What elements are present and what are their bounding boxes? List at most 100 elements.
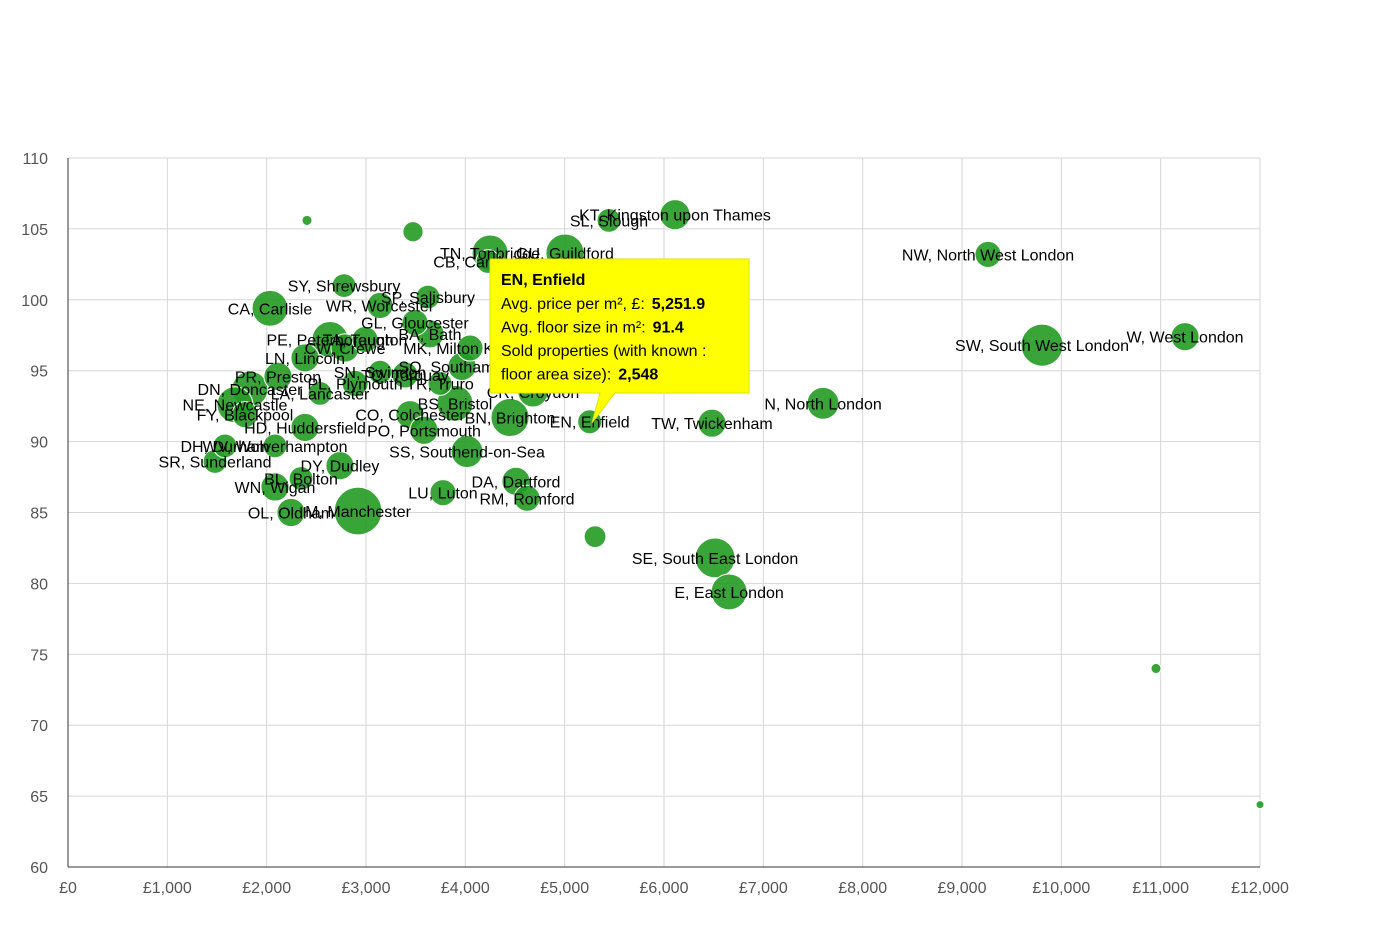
tooltip-value: 5,251.9 — [652, 296, 705, 313]
x-tick-label: £5,000 — [540, 880, 589, 897]
bubble — [806, 386, 840, 420]
y-tick-label: 110 — [22, 151, 48, 168]
bubble — [427, 371, 453, 396]
x-tick-label: £10,000 — [1032, 880, 1090, 897]
bubble — [325, 451, 355, 481]
y-tick-label: 100 — [21, 293, 48, 310]
bubble — [212, 433, 238, 459]
bubble — [351, 325, 379, 354]
tooltip: EN, Enfield Avg. price per m², £: 5,251.9 A… — [489, 258, 750, 424]
bubble-label: CO, Colchester — [355, 408, 465, 425]
bubble-label: GL, Gloucester — [361, 315, 469, 332]
bubble — [456, 334, 484, 362]
bubble — [450, 435, 484, 468]
bubble-label: DH, Durham — [180, 439, 269, 456]
bubble-label: SR, Sunderland — [159, 454, 272, 471]
tooltip-value: 91.4 — [653, 320, 684, 337]
bubble — [290, 343, 320, 373]
bubble — [331, 273, 357, 299]
bubble-label: LN, Lincoln — [265, 351, 345, 368]
bubble — [694, 537, 736, 579]
bubble-label: BL, Bolton — [264, 471, 338, 488]
bubble-label: FY, Blackpool — [197, 408, 294, 425]
x-tick-label: £7,000 — [739, 880, 788, 897]
x-tick-label: £3,000 — [342, 880, 391, 897]
bubble — [697, 408, 727, 438]
bubble — [513, 484, 541, 512]
bubble — [251, 289, 289, 327]
bubble-label: HD, Huddersfield — [244, 420, 366, 437]
bubble — [333, 486, 383, 536]
tooltip-label: Avg. price per m², £: — [501, 296, 645, 313]
bubble — [1170, 322, 1200, 352]
tooltip-label: Sold properties (with known : — [501, 343, 706, 360]
bubble — [263, 361, 293, 391]
bubble — [260, 472, 290, 502]
bubble — [341, 369, 369, 397]
bubble-label: NW, North West London — [902, 247, 1074, 264]
bubble — [401, 308, 429, 337]
bubble-label: SN, Swindon — [334, 365, 427, 382]
bubble-label: N, North London — [764, 396, 881, 413]
bubble-label: LA, Lancaster — [271, 386, 370, 403]
bubble-label: TQ, Torquay — [361, 368, 449, 385]
bubble — [583, 525, 607, 549]
bubble — [710, 573, 748, 611]
bubble-label: PE, Peterborough — [266, 333, 393, 350]
bubble — [366, 291, 394, 320]
tooltip-box — [489, 258, 750, 424]
bubble-label: BS, Bristol — [418, 396, 493, 413]
bubble-label: KT, Kingston upon Thames — [579, 208, 771, 225]
bubble — [490, 397, 530, 438]
x-tick-label: £4,000 — [441, 880, 490, 897]
bubble-label: W, West London — [1126, 330, 1243, 347]
bubble-label: CW, Crewe — [305, 341, 386, 358]
bubble-label: DA, Dartford — [472, 474, 561, 491]
bubble — [659, 199, 691, 231]
y-tick-label: 75 — [30, 647, 48, 664]
bubble-label: WN, Wigan — [235, 480, 316, 497]
y-tick-label: 80 — [30, 576, 48, 593]
y-tick-label: 85 — [30, 506, 48, 523]
bubble-label: PR, Preston — [235, 369, 321, 386]
bubble-label: LU, Luton — [408, 486, 477, 503]
tooltip-label: Avg. floor size in m²: — [501, 320, 646, 337]
bubble-label: M, Manchester — [305, 504, 411, 521]
bubble — [429, 479, 457, 507]
bubble-label: BN, Brighton — [465, 410, 556, 427]
bubble — [301, 214, 313, 226]
bubble — [974, 240, 1002, 268]
bubble-label: EN, Enfield — [550, 415, 630, 432]
bubble-label: SW, South West London — [955, 338, 1129, 355]
bubble-label: SP, Salisbury — [381, 290, 475, 307]
x-tick-label: £9,000 — [938, 880, 987, 897]
x-tick-label: £0 — [59, 880, 77, 897]
bubble — [307, 380, 333, 406]
bubble-label: PO, Portsmouth — [367, 423, 481, 440]
x-tick-label: £6,000 — [640, 880, 689, 897]
bubble-label: OL, Oldham — [248, 506, 334, 523]
bubble — [1150, 662, 1162, 675]
tooltip-value: 2,548 — [618, 367, 658, 384]
y-tick-label: 65 — [30, 789, 48, 806]
bubble — [276, 497, 306, 528]
bubble — [415, 284, 441, 310]
bubble-label: NE, Newcastle — [183, 398, 288, 415]
x-tick-label: £8,000 — [838, 880, 887, 897]
y-tick-label: 70 — [30, 718, 48, 735]
tooltip-title: EN, Enfield — [501, 272, 585, 289]
bubble-label: SS, Southend-on-Sea — [389, 445, 545, 462]
bubble-label: SE, South East London — [632, 551, 798, 568]
bubble — [402, 221, 424, 243]
bubble-label: WR, Worcester — [326, 298, 435, 315]
x-tick-label: £12,000 — [1231, 880, 1289, 897]
bubble-label: SY, Shrewsbury — [288, 279, 401, 296]
bubble — [231, 401, 259, 429]
x-tick-label: £11,000 — [1132, 880, 1189, 897]
bubble — [290, 412, 320, 443]
y-tick-label: 60 — [30, 860, 48, 877]
x-tick-label: £1,000 — [143, 880, 192, 897]
bubble-label: WV, Wolverhampton — [203, 439, 348, 456]
